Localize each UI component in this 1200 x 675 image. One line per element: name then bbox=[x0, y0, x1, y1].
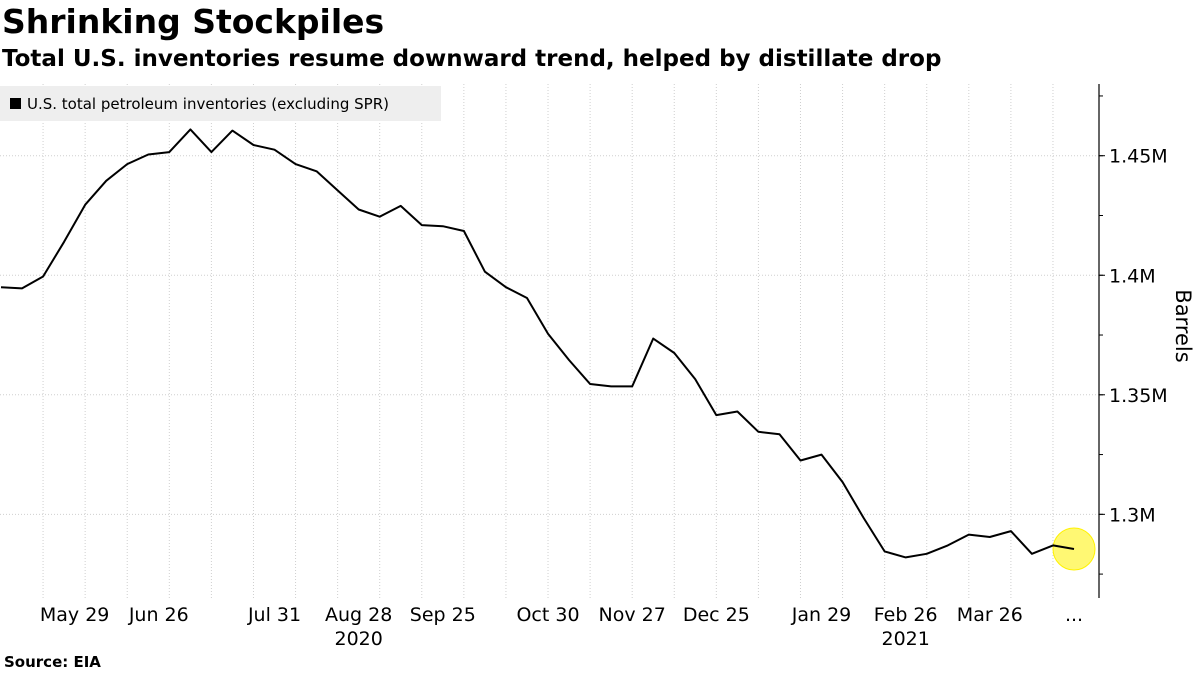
x-tick-label: Aug 28 bbox=[325, 604, 392, 626]
y-tick-label: 1.4M bbox=[1109, 265, 1156, 287]
x-tick-label: Dec 25 bbox=[683, 604, 750, 626]
x-tick-label: Feb 26 bbox=[874, 604, 938, 626]
x-tick-label: Sep 25 bbox=[410, 604, 476, 626]
x-axis: May 29 Jun 26 Jul 31 Aug 28 Sep 25 Oct 30 Nov … bbox=[40, 604, 1083, 650]
chart-title: Shrinking Stockpiles bbox=[2, 2, 385, 41]
x-tick-label: ... bbox=[1065, 604, 1083, 626]
legend-label: U.S. total petroleum inventories (exclud… bbox=[27, 95, 389, 113]
x-tick-label: Nov 27 bbox=[599, 604, 666, 626]
y-axis: 1.3M 1.35M 1.4M 1.45M bbox=[1098, 84, 1168, 598]
y-axis-title: Barrels bbox=[1171, 289, 1195, 362]
x-tick-label: Jun 26 bbox=[128, 604, 189, 626]
y-tick-label: 1.3M bbox=[1109, 504, 1156, 526]
legend: U.S. total petroleum inventories (exclud… bbox=[0, 86, 441, 121]
y-tick-label: 1.45M bbox=[1109, 146, 1168, 168]
source-note: Source: EIA bbox=[4, 653, 101, 671]
x-year-label: 2020 bbox=[334, 628, 382, 650]
x-tick-label: Mar 26 bbox=[957, 604, 1023, 626]
series bbox=[0, 128, 1096, 571]
x-tick-label: Jan 29 bbox=[791, 604, 852, 626]
x-tick-label: May 29 bbox=[40, 604, 110, 626]
series-line-total-inventories bbox=[0, 128, 1075, 559]
chart-subtitle: Total U.S. inventories resume downward t… bbox=[2, 46, 942, 72]
y-tick-label: 1.35M bbox=[1109, 385, 1168, 407]
legend-swatch bbox=[10, 98, 21, 109]
x-year-label: 2021 bbox=[882, 628, 930, 650]
x-tick-label: Oct 30 bbox=[516, 604, 579, 626]
gridlines bbox=[0, 84, 1099, 598]
legend-background bbox=[0, 86, 441, 121]
x-tick-label: Jul 31 bbox=[247, 604, 301, 626]
